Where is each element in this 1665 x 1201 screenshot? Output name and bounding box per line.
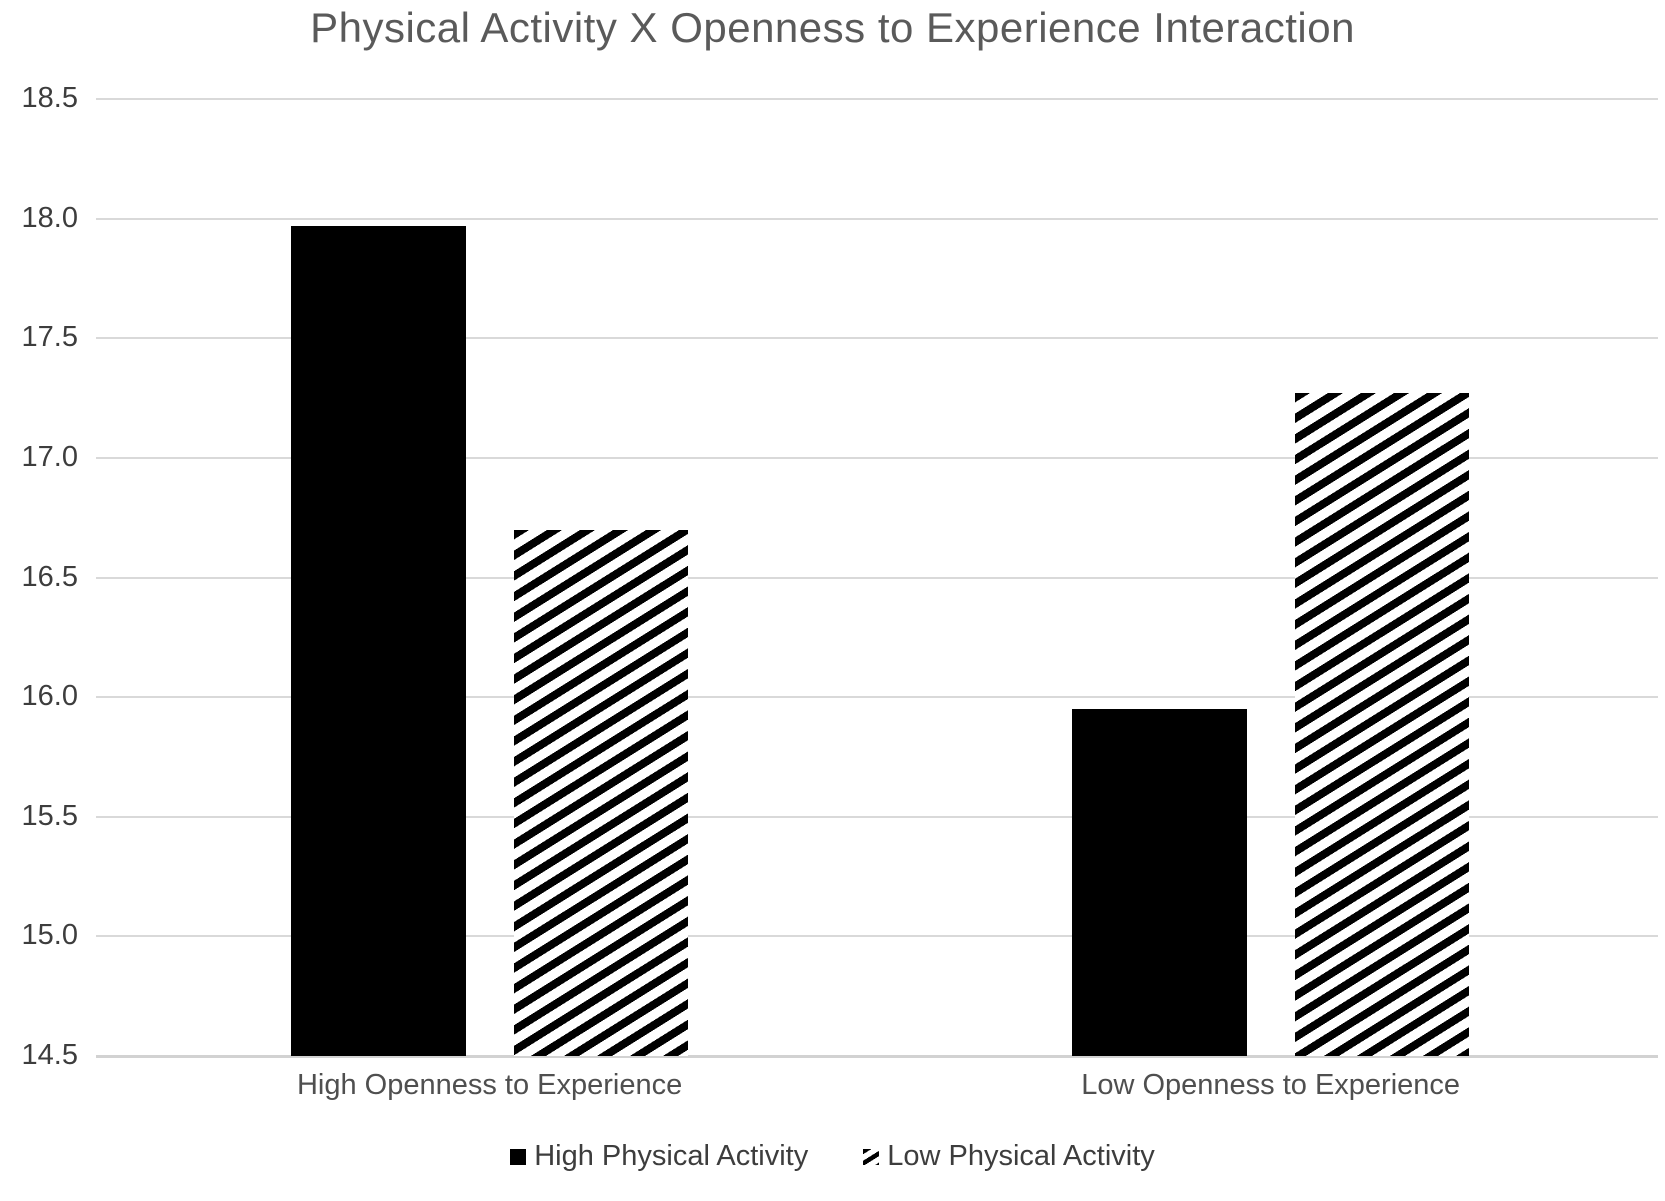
y-axis-labels: 18.5 18.0 17.5 17.0 16.5 16.0 15.5 15.0 14.5 — [0, 83, 78, 1069]
gridline — [96, 935, 1658, 938]
y-tick-label: 16.0 — [21, 680, 78, 713]
bar-low-physical-activity — [513, 529, 689, 1056]
gridline — [96, 217, 1658, 220]
category-label-low-openness: Low Openness to Experience — [1081, 1069, 1461, 1101]
y-tick-label: 16.5 — [21, 560, 78, 593]
x-axis-line — [96, 1055, 1658, 1058]
x-axis-labels: High Openness to Experience Low Openness… — [96, 1068, 1658, 1108]
gridline — [96, 576, 1658, 579]
legend-item-high-physical-activity: High Physical Activity — [510, 1142, 808, 1171]
gridline — [96, 696, 1658, 699]
chart-title: Physical Activity X Openness to Experien… — [310, 4, 1355, 51]
legend-label: Low Physical Activity — [887, 1140, 1155, 1172]
legend-marker-hatched-square-icon — [863, 1148, 880, 1165]
legend-item-low-physical-activity: Low Physical Activity — [863, 1142, 1155, 1171]
y-tick-label: 17.0 — [21, 440, 78, 473]
bar-high-physical-activity — [1071, 709, 1247, 1056]
bar-high-physical-activity — [290, 225, 466, 1056]
bar-low-physical-activity — [1294, 393, 1470, 1056]
legend-label: High Physical Activity — [534, 1140, 809, 1172]
gridline — [96, 815, 1658, 818]
legend: High Physical Activity Low Physical Acti… — [0, 1142, 1665, 1171]
y-tick-label: 18.0 — [21, 201, 78, 234]
gridline — [96, 337, 1658, 340]
category-label-high-openness: High Openness to Experience — [296, 1069, 683, 1101]
plot-area — [96, 98, 1658, 1058]
y-tick-label: 17.5 — [21, 321, 78, 354]
y-tick-label: 15.0 — [21, 919, 78, 952]
gridline — [96, 456, 1658, 459]
y-tick-label: 14.5 — [21, 1038, 78, 1071]
legend-marker-solid-square-icon — [510, 1148, 527, 1165]
y-tick-label: 15.5 — [21, 799, 78, 832]
gridline — [96, 98, 1658, 100]
y-tick-label: 18.5 — [21, 81, 78, 114]
